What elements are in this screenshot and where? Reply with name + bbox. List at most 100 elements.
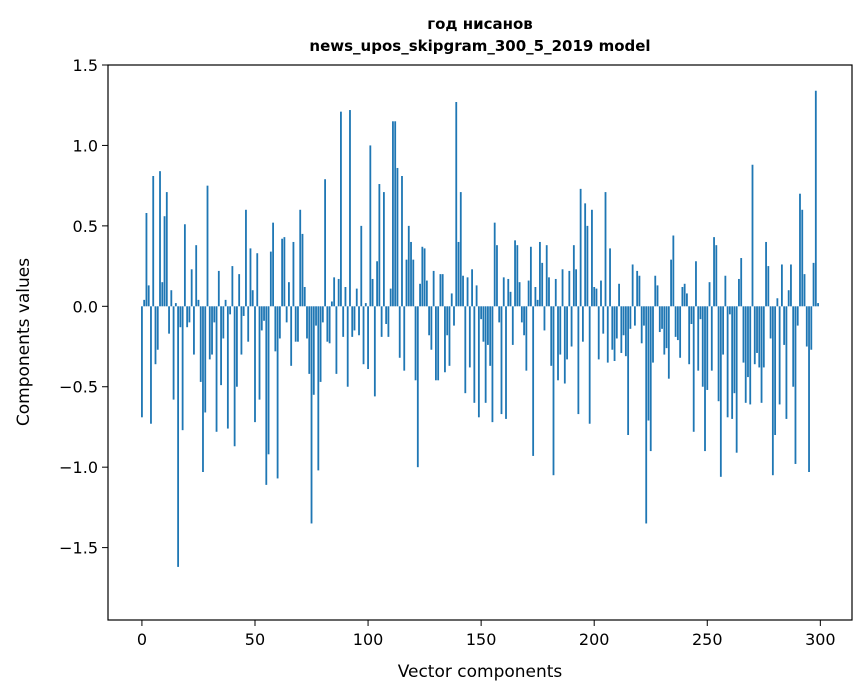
bar bbox=[213, 306, 216, 323]
bar bbox=[156, 306, 159, 350]
bar bbox=[378, 184, 381, 307]
bar bbox=[281, 238, 284, 307]
bar bbox=[317, 306, 320, 471]
bar bbox=[387, 306, 390, 337]
bar bbox=[353, 306, 356, 331]
bar bbox=[373, 306, 376, 397]
bar bbox=[606, 306, 609, 363]
bar bbox=[294, 306, 297, 342]
bar bbox=[437, 306, 440, 381]
bar bbox=[796, 306, 799, 326]
bar bbox=[364, 303, 367, 307]
bar bbox=[202, 306, 204, 472]
bar bbox=[351, 306, 354, 337]
bar bbox=[498, 306, 501, 323]
bar bbox=[719, 306, 722, 477]
bar bbox=[697, 306, 700, 371]
bar bbox=[557, 306, 559, 381]
bar bbox=[186, 306, 189, 328]
bar bbox=[588, 306, 591, 424]
bar bbox=[661, 306, 663, 329]
bar bbox=[783, 306, 786, 345]
bar bbox=[288, 282, 290, 307]
bar bbox=[306, 306, 308, 339]
bar bbox=[464, 306, 467, 394]
bar bbox=[315, 306, 317, 326]
bar bbox=[645, 306, 648, 524]
bar bbox=[686, 293, 688, 307]
y-tick-label: 0.5 bbox=[73, 217, 98, 236]
bar bbox=[466, 277, 469, 307]
bar bbox=[349, 110, 351, 307]
bar bbox=[701, 306, 704, 387]
bar bbox=[493, 222, 496, 307]
bar bbox=[346, 306, 349, 387]
bar bbox=[595, 288, 598, 307]
bar bbox=[355, 288, 358, 307]
bar bbox=[536, 299, 539, 307]
bar bbox=[758, 306, 761, 368]
bar bbox=[471, 269, 473, 307]
bar bbox=[548, 277, 550, 307]
bar bbox=[550, 306, 553, 366]
y-tick-label: 1.0 bbox=[73, 136, 98, 155]
bar bbox=[473, 306, 476, 403]
bar bbox=[290, 306, 293, 366]
bar bbox=[247, 306, 250, 342]
bar bbox=[380, 306, 383, 337]
bar bbox=[450, 293, 453, 307]
bar bbox=[217, 270, 220, 307]
bar bbox=[403, 306, 406, 371]
bar bbox=[444, 306, 446, 373]
bar bbox=[233, 306, 236, 447]
bar bbox=[446, 306, 449, 336]
bar bbox=[801, 209, 804, 307]
bar bbox=[577, 306, 580, 415]
bar bbox=[249, 248, 252, 307]
bar bbox=[254, 306, 256, 423]
bar bbox=[627, 306, 630, 435]
bar bbox=[658, 306, 661, 333]
chart-title-line2: news_upos_skipgram_300_5_2019 model bbox=[309, 37, 650, 55]
bar bbox=[197, 299, 200, 307]
bar bbox=[462, 275, 464, 307]
bar bbox=[769, 306, 772, 339]
bar bbox=[199, 306, 202, 382]
bar bbox=[179, 306, 182, 328]
bar bbox=[260, 306, 263, 331]
bar bbox=[459, 192, 462, 307]
bar bbox=[690, 306, 693, 324]
bar bbox=[190, 269, 193, 307]
bar bbox=[435, 306, 437, 381]
bar bbox=[695, 261, 697, 307]
bar bbox=[163, 216, 166, 307]
bar bbox=[292, 241, 295, 307]
bar bbox=[168, 306, 170, 334]
bar bbox=[405, 259, 408, 307]
bar bbox=[362, 306, 365, 365]
bar bbox=[572, 245, 575, 307]
bar bbox=[367, 306, 369, 370]
bar bbox=[297, 306, 299, 342]
bar bbox=[552, 306, 555, 476]
bar bbox=[416, 306, 419, 468]
bar bbox=[529, 246, 532, 307]
bar bbox=[224, 299, 227, 307]
bar bbox=[674, 306, 677, 337]
y-axis-label: Components values bbox=[14, 258, 34, 426]
bar bbox=[715, 245, 718, 307]
bar bbox=[724, 275, 727, 307]
bar bbox=[713, 237, 715, 307]
bar bbox=[706, 306, 709, 390]
bar bbox=[817, 303, 819, 307]
bar bbox=[143, 299, 146, 307]
bar bbox=[172, 306, 175, 400]
bar bbox=[321, 306, 324, 323]
bar bbox=[516, 245, 519, 307]
chart-title-line1: год нисанов bbox=[427, 15, 533, 33]
bar bbox=[733, 306, 736, 394]
bar bbox=[484, 306, 487, 403]
bar bbox=[340, 111, 342, 307]
bar bbox=[238, 274, 241, 307]
bar bbox=[487, 306, 489, 345]
